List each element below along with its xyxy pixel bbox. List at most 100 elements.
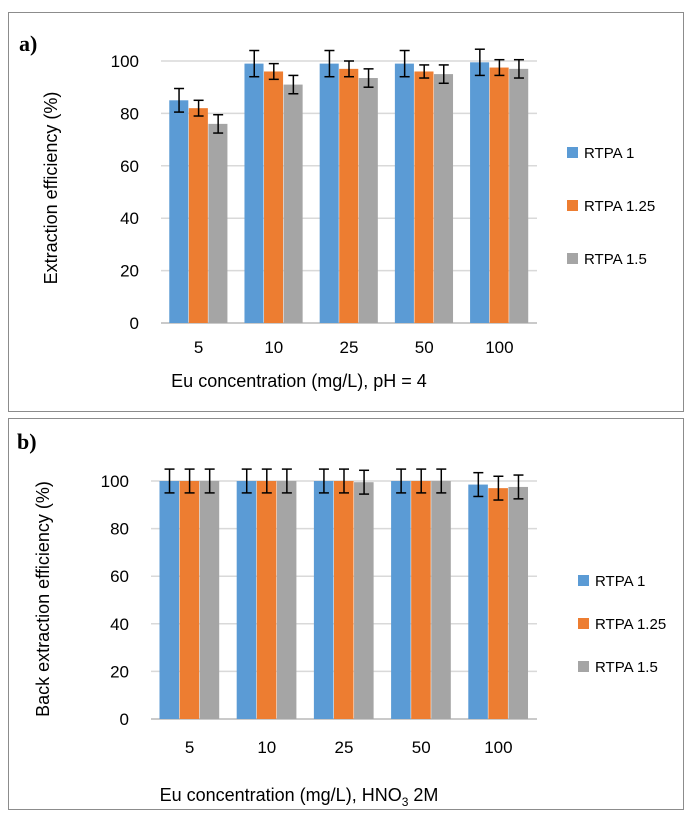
y-tick-label-a-20: 20 bbox=[120, 262, 139, 281]
error-bar-a-s3-5 bbox=[213, 113, 224, 134]
chart-a-x-axis-title: Eu concentration (mg/L), pH = 4 bbox=[171, 371, 427, 391]
x-tick-label-b-10: 10 bbox=[257, 738, 276, 757]
bar-a-s1-25 bbox=[319, 63, 339, 324]
y-tick-label-b-80: 80 bbox=[110, 520, 129, 539]
error-bar-b-s3-10 bbox=[281, 468, 292, 494]
chart-a-error-bars bbox=[174, 48, 524, 134]
error-bar-a-s3-50 bbox=[438, 64, 449, 85]
x-tick-label-a-10: 10 bbox=[264, 338, 283, 357]
bar-a-s3-5 bbox=[208, 123, 228, 323]
error-bar-b-s1-50 bbox=[396, 468, 407, 494]
chart-b-bars bbox=[159, 481, 529, 719]
chart-b-error-bars bbox=[164, 468, 524, 501]
bar-b-s2-25 bbox=[333, 481, 354, 719]
bar-b-s2-5 bbox=[179, 481, 200, 719]
error-bar-a-s1-25 bbox=[324, 49, 335, 78]
legend-label-b-s1: RTPA 1 bbox=[595, 573, 645, 590]
bar-b-s1-10 bbox=[236, 481, 257, 719]
bar-a-s3-50 bbox=[433, 74, 454, 323]
error-bar-a-s2-25 bbox=[344, 60, 354, 78]
y-tick-label-b-0: 0 bbox=[120, 710, 129, 729]
x-tick-label-a-100: 100 bbox=[485, 338, 513, 357]
bar-b-s3-5 bbox=[199, 481, 220, 719]
chart-a-bars bbox=[169, 62, 529, 324]
y-tick-label-b-60: 60 bbox=[110, 567, 129, 586]
x-tick-label-a-25: 25 bbox=[340, 338, 359, 357]
error-bar-a-s1-100 bbox=[474, 48, 485, 77]
chart-a-y-ticks: 0 20 40 60 80 100 bbox=[111, 52, 139, 333]
legend-label-a-s2: RTPA 1.25 bbox=[584, 198, 655, 215]
chart-b-y-axis-title: Back extraction efficiency (%) bbox=[33, 481, 53, 717]
legend-swatch-b-s2 bbox=[578, 618, 589, 629]
x-tick-label-b-50: 50 bbox=[412, 738, 431, 757]
x-tick-label-b-100: 100 bbox=[484, 738, 512, 757]
bar-b-s1-50 bbox=[391, 481, 411, 719]
error-bar-a-s2-10 bbox=[268, 62, 279, 81]
legend-label-a-s3: RTPA 1.5 bbox=[584, 251, 647, 268]
legend-label-a-s1: RTPA 1 bbox=[584, 145, 634, 162]
legend-swatch-a-s2 bbox=[567, 200, 578, 211]
chart-b-y-ticks: 0 20 40 60 80 100 bbox=[101, 472, 129, 729]
y-tick-label-a-80: 80 bbox=[120, 104, 139, 123]
bar-a-s1-50 bbox=[394, 63, 414, 324]
chart-panel-b: b) 0 20 40 60 80 100 5 10 25 50 100 RTPA 1 RTPA 1.… bbox=[8, 418, 684, 810]
bar-a-s3-10 bbox=[283, 84, 303, 323]
legend-label-b-s3: RTPA 1.5 bbox=[595, 659, 658, 676]
legend-swatch-a-s3 bbox=[567, 253, 578, 264]
bar-b-s3-100 bbox=[508, 486, 529, 719]
legend-swatch-b-s1 bbox=[578, 575, 589, 586]
bar-a-s2-100 bbox=[489, 67, 509, 323]
y-tick-label-a-60: 60 bbox=[120, 157, 139, 176]
bar-b-s1-100 bbox=[468, 484, 488, 719]
error-bar-a-s1-10 bbox=[249, 49, 260, 78]
chart-b-legend: RTPA 1 RTPA 1.25 RTPA 1.5 bbox=[578, 573, 666, 676]
error-bar-a-s2-5 bbox=[193, 99, 204, 117]
error-bar-a-s3-100 bbox=[513, 58, 524, 79]
y-tick-label-b-20: 20 bbox=[110, 662, 129, 681]
chart-a-legend: RTPA 1 RTPA 1.25 RTPA 1.5 bbox=[567, 145, 655, 268]
error-bar-b-s1-100 bbox=[473, 471, 484, 498]
bar-a-s2-50 bbox=[414, 71, 434, 323]
bar-b-s2-50 bbox=[411, 481, 431, 719]
y-tick-label-a-100: 100 bbox=[111, 52, 139, 71]
bar-a-s1-100 bbox=[470, 62, 490, 324]
error-bar-a-s1-50 bbox=[399, 49, 410, 78]
panel-label-a: a) bbox=[19, 31, 37, 56]
x-tick-label-a-5: 5 bbox=[194, 338, 203, 357]
y-tick-label-a-0: 0 bbox=[130, 314, 139, 333]
chart-a-x-ticks: 5 10 25 50 100 bbox=[194, 338, 514, 357]
error-bar-b-s2-10 bbox=[261, 468, 272, 494]
bar-b-s1-25 bbox=[313, 481, 334, 719]
error-bar-b-s3-5 bbox=[204, 468, 215, 494]
bar-b-s3-50 bbox=[431, 481, 451, 719]
bar-b-s2-10 bbox=[256, 481, 277, 719]
chart-b-x-ticks: 5 10 25 50 100 bbox=[185, 738, 513, 757]
bar-a-s1-10 bbox=[244, 63, 264, 324]
bar-a-s2-10 bbox=[264, 71, 284, 323]
bar-b-s3-10 bbox=[276, 481, 297, 719]
y-tick-label-b-100: 100 bbox=[101, 472, 129, 491]
error-bar-a-s1-5 bbox=[174, 87, 185, 113]
bar-a-s2-25 bbox=[339, 68, 359, 323]
error-bar-a-s3-25 bbox=[363, 68, 374, 88]
x-tick-label-a-50: 50 bbox=[415, 338, 434, 357]
legend-swatch-b-s3 bbox=[578, 661, 589, 672]
error-bar-b-s1-5 bbox=[164, 468, 175, 494]
bar-a-s3-100 bbox=[509, 68, 529, 323]
error-bar-b-s2-25 bbox=[339, 468, 349, 494]
error-bar-b-s3-50 bbox=[436, 468, 447, 494]
panel-label-b: b) bbox=[17, 429, 37, 454]
error-bar-b-s3-25 bbox=[359, 469, 370, 495]
bar-a-s2-5 bbox=[188, 108, 208, 323]
error-bar-a-s3-10 bbox=[288, 74, 299, 95]
error-bar-b-s1-25 bbox=[318, 468, 329, 494]
x-tick-label-b-5: 5 bbox=[185, 738, 194, 757]
legend-swatch-a-s1 bbox=[567, 147, 578, 158]
bar-b-s2-100 bbox=[488, 488, 508, 719]
bar-a-s3-25 bbox=[358, 78, 378, 323]
y-tick-label-a-40: 40 bbox=[120, 209, 139, 228]
x-tick-label-b-25: 25 bbox=[335, 738, 354, 757]
chart-a-y-axis-title: Extraction efficiency (%) bbox=[41, 92, 61, 285]
error-bar-b-s2-100 bbox=[493, 475, 504, 501]
error-bar-a-s2-50 bbox=[419, 64, 430, 79]
